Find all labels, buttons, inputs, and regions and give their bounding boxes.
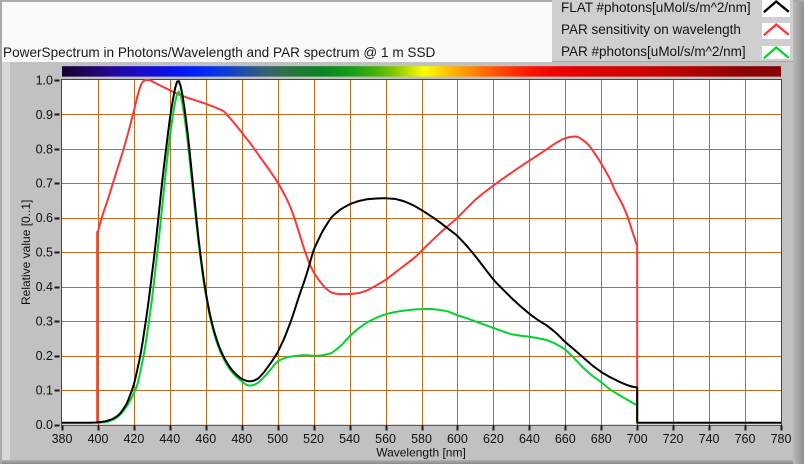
svg-text:500: 500	[267, 432, 288, 446]
svg-text:0.8: 0.8	[36, 142, 53, 156]
svg-text:720: 720	[663, 432, 684, 446]
svg-text:480: 480	[231, 432, 252, 446]
svg-text:740: 740	[699, 432, 720, 446]
svg-text:0.6: 0.6	[36, 211, 53, 225]
svg-text:580: 580	[411, 432, 432, 446]
svg-text:540: 540	[339, 432, 360, 446]
svg-text:0.3: 0.3	[36, 315, 53, 329]
svg-text:620: 620	[483, 432, 504, 446]
svg-text:0.0: 0.0	[36, 418, 53, 432]
svg-text:420: 420	[123, 432, 144, 446]
svg-text:Wavelength [nm]: Wavelength [nm]	[376, 446, 466, 460]
svg-text:0.4: 0.4	[36, 280, 53, 294]
svg-text:700: 700	[627, 432, 648, 446]
svg-text:400: 400	[88, 432, 109, 446]
svg-text:0.9: 0.9	[36, 108, 53, 122]
svg-text:760: 760	[735, 432, 756, 446]
svg-text:600: 600	[447, 432, 468, 446]
svg-text:1.0: 1.0	[36, 73, 53, 87]
svg-text:560: 560	[375, 432, 396, 446]
svg-text:640: 640	[519, 432, 540, 446]
svg-text:0.5: 0.5	[36, 246, 53, 260]
svg-text:460: 460	[195, 432, 216, 446]
svg-text:380: 380	[52, 432, 73, 446]
svg-text:440: 440	[159, 432, 180, 446]
svg-text:0.7: 0.7	[36, 177, 53, 191]
svg-text:Relative value [0..1]: Relative value [0..1]	[19, 200, 33, 305]
svg-text:660: 660	[555, 432, 576, 446]
svg-text:780: 780	[771, 432, 792, 446]
svg-text:680: 680	[591, 432, 612, 446]
svg-text:0.2: 0.2	[36, 349, 53, 363]
svg-text:0.1: 0.1	[36, 384, 53, 398]
svg-text:520: 520	[303, 432, 324, 446]
